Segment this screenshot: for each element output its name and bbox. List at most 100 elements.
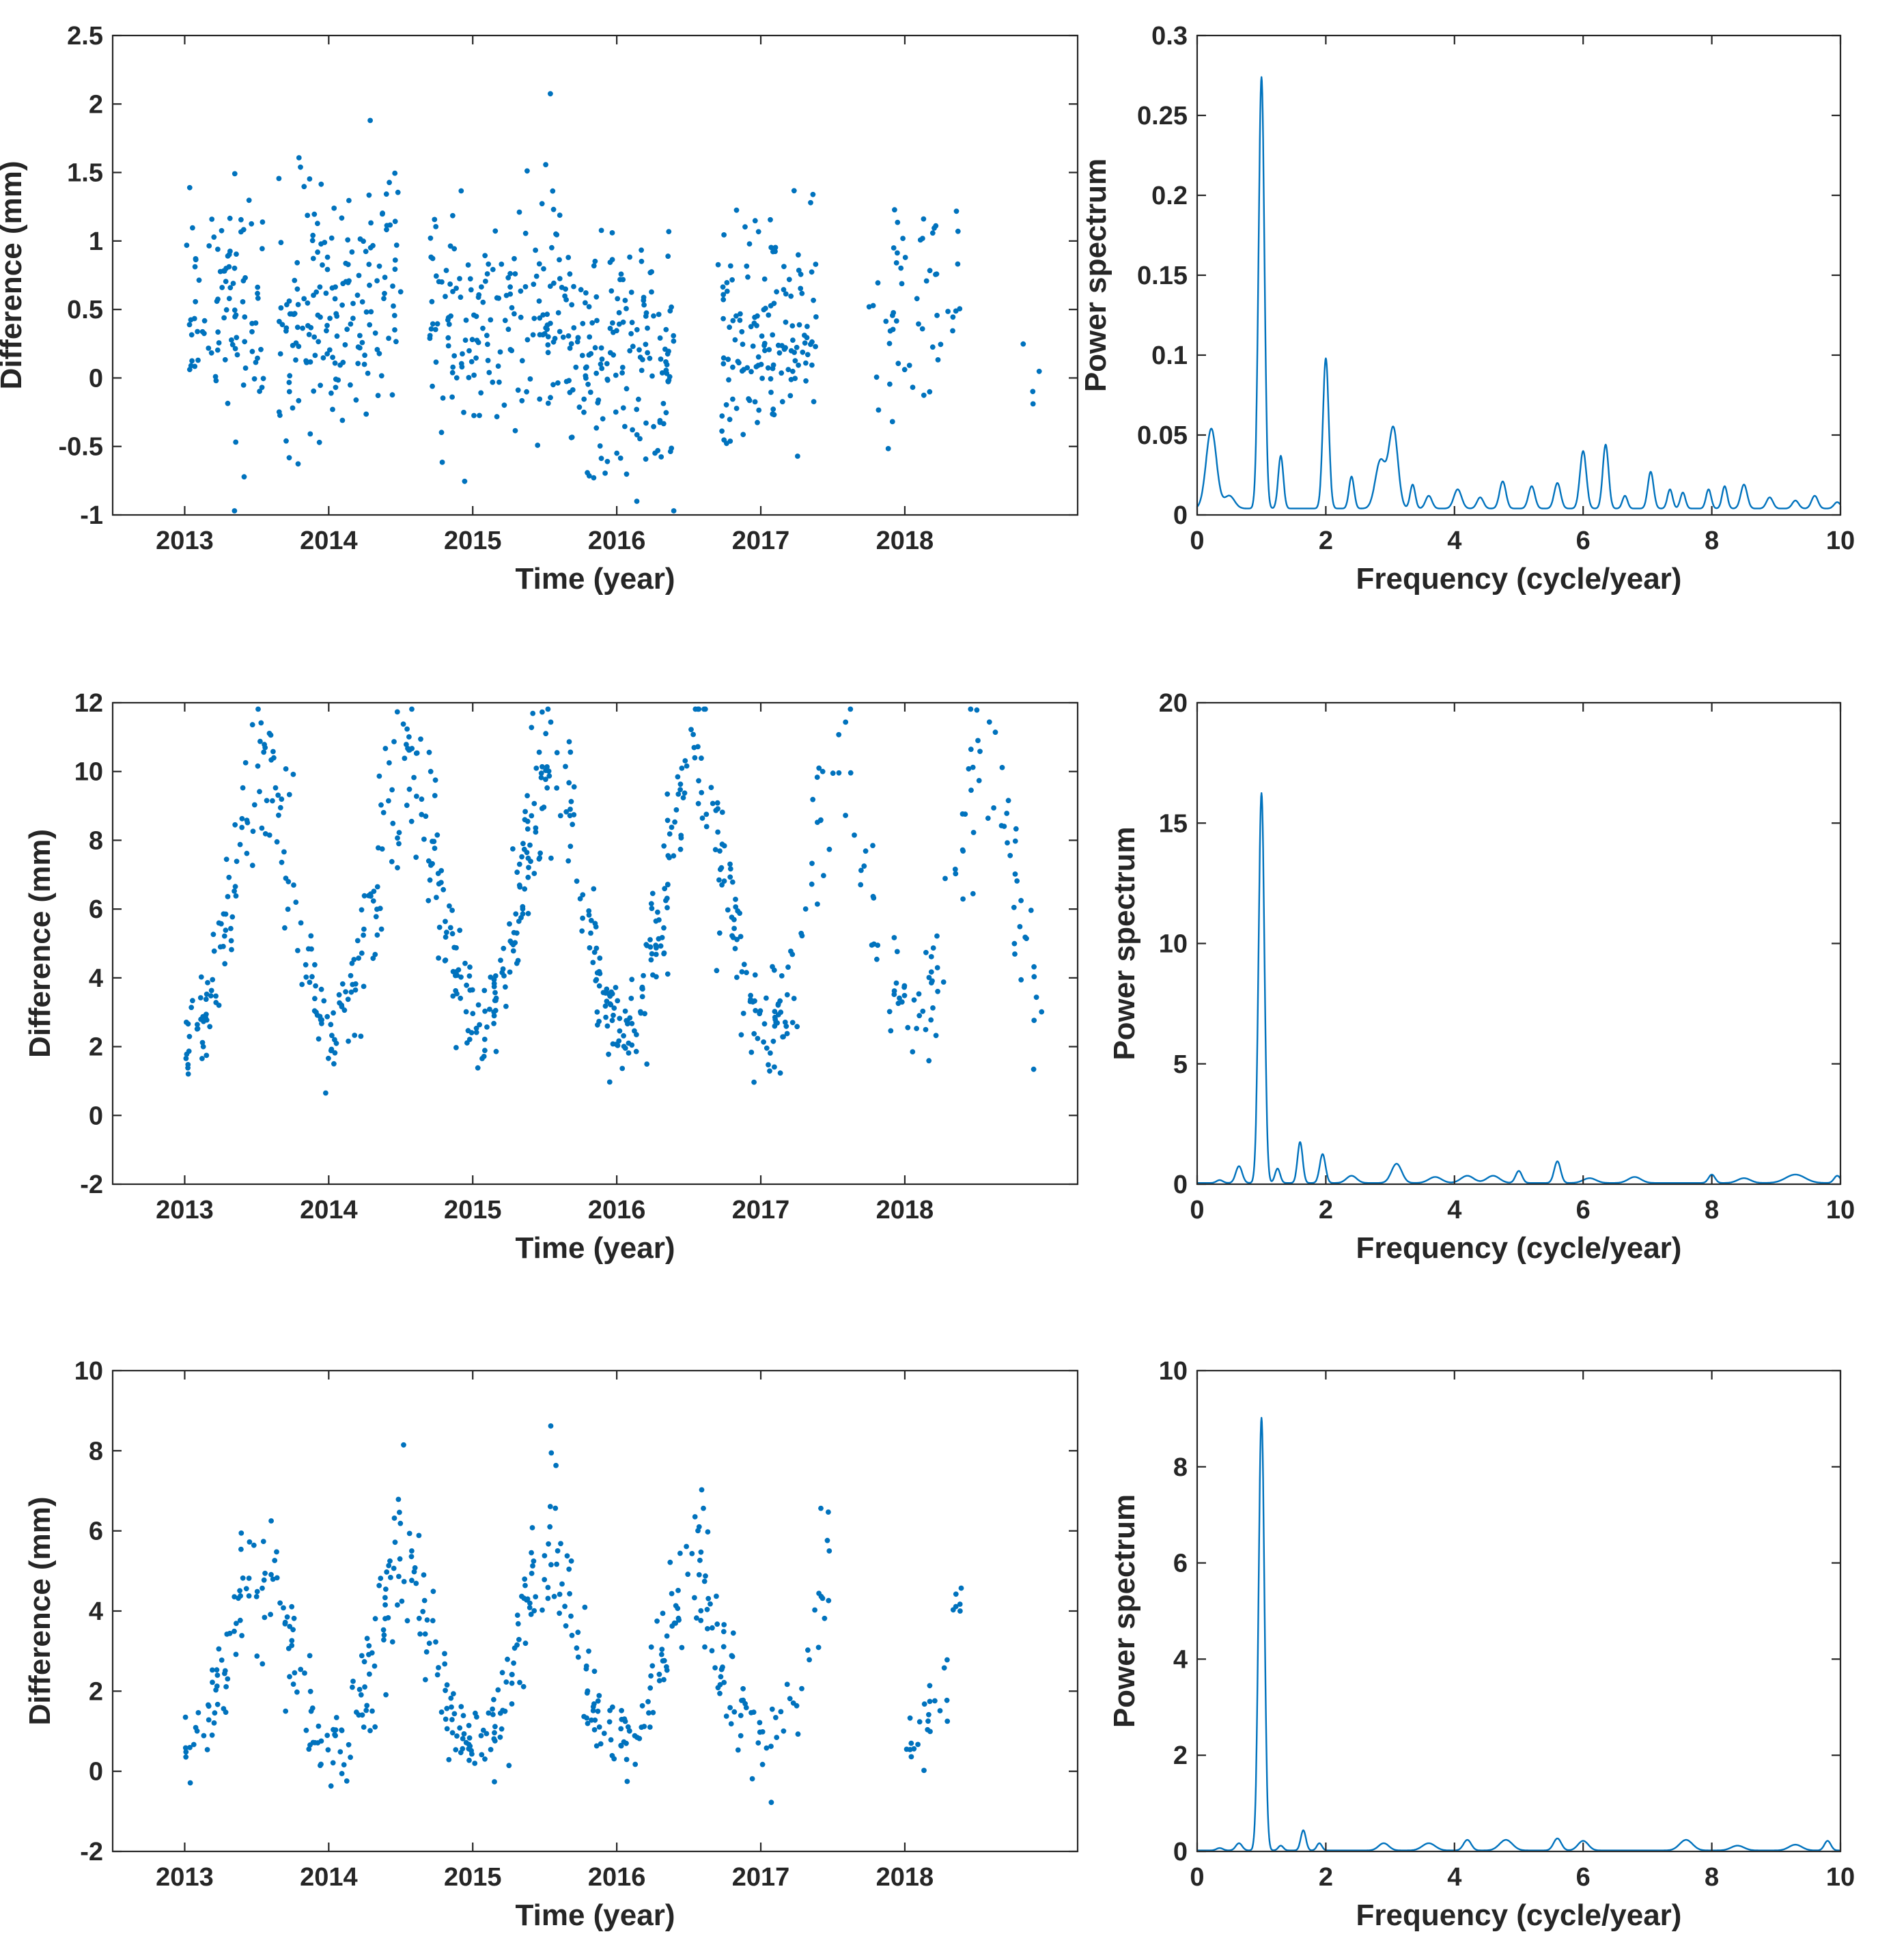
data-point [525, 874, 531, 880]
data-point [720, 316, 726, 322]
data-point [356, 1687, 363, 1692]
data-point [569, 1632, 575, 1638]
data-point [529, 1550, 534, 1556]
data-point [516, 209, 522, 215]
data-point [667, 449, 673, 454]
data-point [765, 365, 771, 371]
data-point [586, 912, 592, 918]
y-tick-label: 10 [74, 1357, 103, 1386]
data-point [402, 755, 408, 761]
data-point [243, 1586, 249, 1592]
data-point [634, 406, 640, 412]
data-point [755, 1740, 761, 1746]
data-point [955, 228, 961, 234]
spectrum-line [1197, 76, 1840, 509]
data-point [550, 206, 557, 212]
data-point [346, 197, 352, 204]
data-point [899, 281, 905, 287]
data-point [505, 275, 512, 281]
y-tick-label: 2 [89, 1033, 103, 1062]
data-point [416, 1615, 422, 1621]
data-point [843, 813, 848, 818]
data-point [585, 381, 591, 387]
data-point [530, 710, 536, 716]
data-point [620, 319, 626, 325]
data-point [249, 328, 255, 335]
data-point [458, 974, 464, 980]
data-point [622, 298, 628, 303]
data-point [664, 1664, 669, 1670]
data-point [374, 932, 380, 938]
data-point [190, 225, 195, 231]
data-point [333, 384, 339, 391]
data-point [639, 258, 645, 264]
data-point [768, 389, 774, 395]
data-point [736, 360, 742, 366]
y-tick-label: 0.2 [1151, 182, 1188, 210]
data-point [488, 975, 494, 980]
data-point [634, 432, 640, 438]
data-point [486, 261, 492, 267]
data-point [715, 262, 721, 268]
data-point [604, 376, 611, 382]
data-point [682, 758, 688, 764]
data-point [362, 352, 367, 359]
data-point [824, 1537, 830, 1543]
x-tick-label: 8 [1705, 1196, 1719, 1224]
data-point [234, 352, 240, 358]
data-point [664, 791, 671, 797]
data-point [428, 768, 434, 774]
data-point [1030, 389, 1036, 395]
data-point [495, 1687, 501, 1693]
data-point [721, 1622, 727, 1627]
data-point [557, 257, 562, 263]
data-point [678, 832, 684, 839]
data-point [430, 1588, 436, 1595]
data-point [522, 1582, 528, 1588]
data-point [802, 906, 809, 912]
data-point [232, 307, 238, 313]
data-point [818, 1505, 824, 1511]
data-point [537, 855, 543, 861]
data-point [409, 1548, 415, 1554]
data-point [588, 930, 593, 936]
data-point [465, 262, 471, 268]
x-tick-label: 0 [1190, 527, 1204, 555]
data-point [376, 263, 382, 269]
data-point [808, 199, 813, 206]
data-point [272, 1558, 278, 1563]
data-point [497, 349, 503, 355]
data-point [277, 412, 283, 418]
data-point [731, 1709, 738, 1715]
data-point [290, 772, 296, 777]
data-point [339, 302, 345, 308]
data-point [714, 800, 720, 806]
data-point [514, 1612, 520, 1619]
data-point [892, 207, 897, 213]
data-point [331, 1010, 336, 1016]
data-point [240, 1575, 246, 1581]
data-point [616, 321, 622, 327]
data-point [619, 1707, 624, 1713]
data-point [666, 348, 671, 354]
data-point [551, 1593, 557, 1599]
data-point [891, 935, 897, 940]
data-point [522, 809, 528, 815]
data-point [372, 1663, 378, 1669]
data-point [658, 1651, 664, 1657]
data-point [557, 328, 563, 335]
data-point [672, 819, 677, 825]
data-point [548, 719, 554, 725]
data-point [647, 1724, 653, 1730]
data-point [544, 311, 550, 318]
data-point [654, 1618, 660, 1624]
data-point [221, 933, 227, 939]
data-point [356, 272, 362, 279]
x-tick-label: 4 [1447, 1196, 1461, 1224]
data-point [710, 800, 716, 807]
data-point [544, 785, 550, 791]
data-point [459, 364, 465, 370]
data-point [568, 434, 574, 440]
data-point [325, 1747, 331, 1753]
data-point [714, 1621, 720, 1627]
